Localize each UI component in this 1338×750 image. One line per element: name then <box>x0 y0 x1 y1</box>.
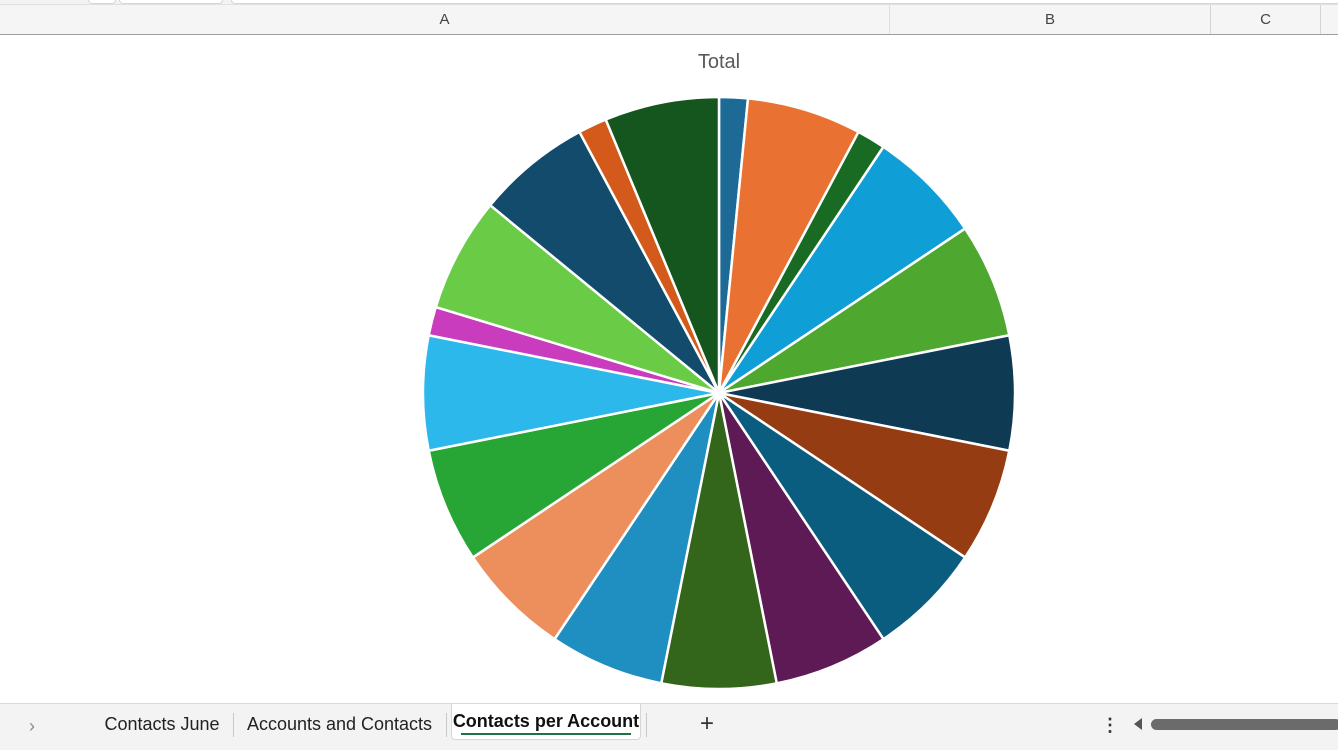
column-header-a[interactable]: A <box>0 5 890 34</box>
active-tab-indicator <box>461 733 631 735</box>
pie-chart[interactable]: Total <box>0 35 1338 703</box>
pie-slice-10[interactable] <box>660 391 778 691</box>
sheet-tab-contacts-per-account[interactable]: Contacts per Account <box>451 704 641 740</box>
pie-slice-12[interactable] <box>471 391 721 641</box>
pie-slices <box>421 95 1017 691</box>
chevron-right-icon[interactable]: › <box>29 715 35 736</box>
horizontal-scrollbar-thumb[interactable] <box>1151 719 1338 730</box>
column-header-b[interactable]: B <box>890 5 1211 34</box>
pie-slice-2[interactable] <box>717 97 860 395</box>
ribbon-tab-edge <box>119 0 223 4</box>
column-header-row: A B C <box>0 5 1338 35</box>
column-header-label: B <box>1044 11 1055 28</box>
ribbon-tab-edge <box>231 0 1338 4</box>
pie-slice-8[interactable] <box>717 391 967 641</box>
sheet-tab-label: Accounts and Contacts <box>246 713 433 734</box>
chart-title: Total <box>698 51 740 73</box>
plus-icon[interactable]: + <box>699 710 714 737</box>
ribbon-edge <box>0 0 1338 5</box>
pie-slice-13[interactable] <box>427 391 721 559</box>
sheet-tab-label: Contacts June <box>104 713 220 734</box>
scroll-left-icon[interactable] <box>1134 718 1142 730</box>
pie-slice-4[interactable] <box>717 145 967 395</box>
pie-slice-17[interactable] <box>488 130 721 395</box>
pie-slice-16[interactable] <box>434 203 721 395</box>
tab-divider <box>446 713 447 737</box>
sheet-tab-contacts-june[interactable]: Contacts June <box>96 704 228 744</box>
pie-slice-5[interactable] <box>717 227 1011 395</box>
tab-divider <box>233 713 234 737</box>
sheet-tab-bar: › Contacts June Accounts and Contacts Co… <box>0 703 1338 750</box>
column-header-label: A <box>439 11 450 28</box>
pie-slice-6[interactable] <box>717 334 1017 452</box>
pie-slice-7[interactable] <box>717 391 1011 559</box>
column-header-label: C <box>1260 11 1271 28</box>
sheet-tab-label: Contacts per Account <box>452 711 640 731</box>
pie-slice-9[interactable] <box>717 391 885 685</box>
ribbon-tab-edge <box>88 0 116 4</box>
column-header-c[interactable]: C <box>1211 5 1321 34</box>
tab-divider <box>646 713 647 737</box>
pie-slice-14[interactable] <box>421 334 721 452</box>
sheet-tab-accounts-and-contacts[interactable]: Accounts and Contacts <box>238 704 441 744</box>
pie-slice-11[interactable] <box>553 391 721 685</box>
pie-slice-19[interactable] <box>604 95 721 395</box>
more-vertical-icon[interactable]: ⋮ <box>1101 714 1119 735</box>
